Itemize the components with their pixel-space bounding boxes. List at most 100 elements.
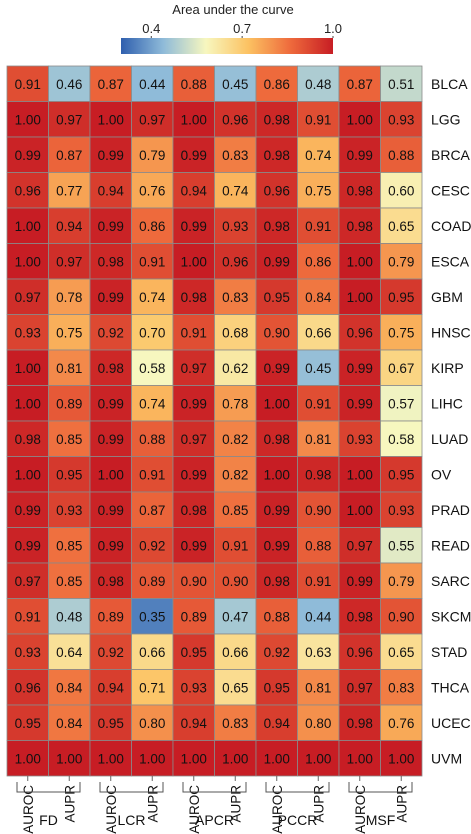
cell-value-label: 0.93 [56, 503, 82, 518]
cell-value-label: 0.90 [305, 503, 331, 518]
heatmap-cell [297, 314, 340, 351]
heatmap-cell [380, 278, 423, 315]
cell-value-label: 0.75 [388, 325, 414, 340]
cell-value-label: 0.91 [15, 77, 41, 92]
heatmap-cell [131, 669, 174, 706]
heatmap-cells: 0.91 0.46 0.87 0.44 0.88 0.45 0.86 0.48 0.87 0.51… [6, 65, 423, 777]
cell-value-label: 0.74 [305, 148, 332, 163]
cell-value-label: 0.99 [98, 148, 124, 163]
method-bracket [182, 782, 247, 793]
heatmap-cell [89, 420, 132, 457]
heatmap-cell [214, 243, 257, 280]
heatmap-cell [131, 456, 174, 493]
cell-value-label: 0.57 [388, 396, 414, 411]
heatmap-cell [48, 65, 91, 102]
heatmap-cell [48, 740, 91, 777]
cell-value-label: 1.00 [98, 112, 124, 127]
cell-value-label: 0.99 [347, 396, 373, 411]
cell-value-label: 0.97 [347, 538, 373, 553]
heatmap-cell [48, 278, 91, 315]
cell-value-label: 1.00 [264, 396, 290, 411]
heatmap-cell [297, 385, 340, 422]
cell-value-label: 0.90 [222, 574, 248, 589]
cell-value-label: 0.97 [139, 112, 165, 127]
heatmap-cell [380, 491, 423, 528]
cell-value-label: 0.99 [181, 219, 207, 234]
cell-value-label: 0.99 [98, 503, 124, 518]
heatmap-cell [6, 65, 49, 102]
cell-value-label: 0.95 [388, 467, 414, 482]
column-label: AUROC [104, 785, 119, 834]
cell-value-label: 1.00 [347, 503, 373, 518]
cell-value-label: 0.99 [15, 538, 41, 553]
cell-value-label: 0.98 [181, 290, 207, 305]
cell-value-label: 0.98 [15, 432, 41, 447]
cell-value-label: 0.90 [388, 609, 414, 624]
heatmap-cell [255, 207, 298, 244]
cell-value-label: 0.55 [388, 538, 414, 553]
cell-value-label: 0.65 [388, 645, 414, 660]
heatmap-cell [380, 669, 423, 706]
cell-value-label: 1.00 [15, 219, 41, 234]
method-label: APCR [195, 812, 234, 828]
row-label: COAD [431, 218, 471, 234]
cell-value-label: 0.45 [305, 361, 331, 376]
cell-value-label: 0.89 [56, 396, 82, 411]
heatmap-cell [48, 527, 91, 564]
heatmap-cell [214, 633, 257, 670]
row-label: BLCA [431, 76, 468, 92]
heatmap-cell [6, 349, 49, 386]
heatmap-cell [380, 65, 423, 102]
cell-value-label: 0.96 [264, 183, 290, 198]
cell-value-label: 0.93 [222, 219, 248, 234]
cell-value-label: 0.94 [98, 680, 125, 695]
heatmap-cell [380, 314, 423, 351]
colorbar-tick-label: 1.0 [324, 21, 342, 36]
cell-value-label: 0.95 [388, 290, 414, 305]
heatmap-cell [380, 172, 423, 209]
cell-value-label: 0.88 [305, 538, 331, 553]
cell-value-label: 1.00 [347, 467, 373, 482]
method-bracket [265, 782, 330, 793]
cell-value-label: 0.98 [347, 219, 373, 234]
cell-value-label: 0.46 [56, 77, 82, 92]
cell-value-label: 0.98 [347, 716, 373, 731]
cell-value-label: 0.96 [15, 680, 41, 695]
cell-value-label: 0.71 [139, 680, 165, 695]
cell-value-label: 0.90 [181, 574, 207, 589]
heatmap-cell [255, 633, 298, 670]
heatmap-cell [297, 172, 340, 209]
cell-value-label: 0.84 [305, 290, 332, 305]
heatmap-cell [380, 740, 423, 777]
heatmap-cell [380, 385, 423, 422]
cell-value-label: 0.92 [98, 645, 124, 660]
cell-value-label: 0.44 [139, 77, 166, 92]
heatmap-cell [48, 385, 91, 422]
cell-value-label: 0.97 [347, 680, 373, 695]
row-labels: BLCA LGG BRCA CESC COAD ESCA GBM HNSC KIRP LIHC LU… [431, 76, 471, 767]
cell-value-label: 0.99 [181, 538, 207, 553]
cell-value-label: 0.68 [222, 325, 248, 340]
heatmap-cell [338, 704, 381, 741]
cell-value-label: 0.93 [388, 112, 414, 127]
cell-value-label: 1.00 [181, 254, 207, 269]
heatmap-cell [338, 65, 381, 102]
cell-value-label: 1.00 [264, 751, 290, 766]
row-label: UCEC [431, 715, 471, 731]
cell-value-label: 0.88 [388, 148, 414, 163]
cell-value-label: 0.98 [264, 574, 290, 589]
cell-value-label: 0.74 [139, 396, 166, 411]
cell-value-label: 1.00 [56, 751, 82, 766]
heatmap-cell [297, 65, 340, 102]
cell-value-label: 1.00 [98, 751, 124, 766]
cell-value-label: 0.92 [98, 325, 124, 340]
heatmap-cell [255, 420, 298, 457]
cell-value-label: 0.79 [139, 148, 165, 163]
heatmap-cell [48, 243, 91, 280]
cell-value-label: 0.98 [264, 112, 290, 127]
column-label: AUPR [145, 785, 160, 823]
cell-value-label: 0.99 [347, 361, 373, 376]
heatmap-cell [214, 704, 257, 741]
cell-value-label: 0.96 [347, 325, 373, 340]
row-label: LIHC [431, 395, 463, 411]
